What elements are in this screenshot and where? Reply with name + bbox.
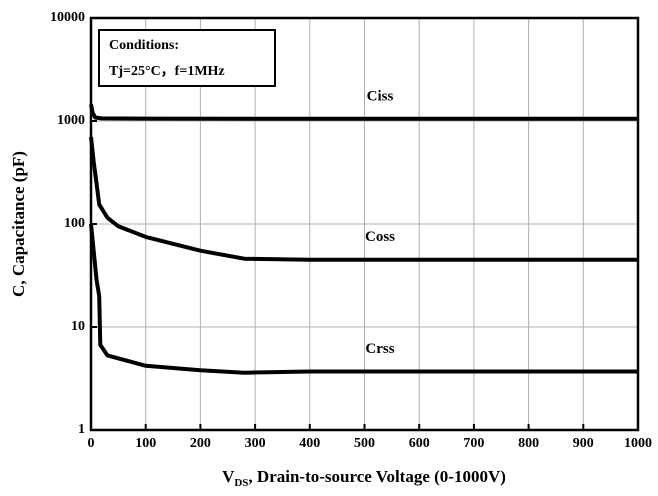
y-tick-label: 1000 — [57, 113, 85, 128]
x-tick-label: 1000 — [624, 436, 652, 451]
x-tick-label: 600 — [409, 436, 430, 451]
x-tick-label: 100 — [135, 436, 156, 451]
x-tick-label: 0 — [88, 436, 95, 451]
annotation: Tj=25°C，f=1MHz — [109, 64, 225, 79]
x-axis-label-sub: DS — [234, 477, 248, 489]
series-label: Ciss — [367, 88, 394, 104]
y-tick-label: 1 — [78, 422, 85, 437]
line — [89, 223, 638, 375]
x-tick-label: 200 — [190, 436, 211, 451]
series-label: Crss — [365, 341, 394, 357]
y-axis-label: C, Capacitance (pF) — [9, 151, 28, 297]
x-tick-label: 800 — [518, 436, 539, 451]
x-tick-label: 500 — [354, 436, 375, 451]
plot-frame — [89, 16, 640, 432]
y-tick-label: 100 — [64, 216, 85, 231]
x-axis-label-part: V — [222, 467, 235, 486]
annotation: Conditions: — [109, 38, 179, 53]
x-tick-label: 700 — [463, 436, 484, 451]
x-tick-label: 300 — [245, 436, 266, 451]
x-axis-label: VDS, Drain-to-source Voltage (0-1000V) — [222, 467, 506, 489]
x-tick-label: 900 — [573, 436, 594, 451]
y-tick-label: 10000 — [50, 10, 85, 25]
series-label: Coss — [365, 229, 395, 245]
x-tick-label: 400 — [299, 436, 320, 451]
line — [89, 136, 638, 262]
x-axis-label-part: , Drain-to-source Voltage (0-1000V) — [248, 467, 505, 486]
line — [89, 104, 638, 121]
annotation-box — [98, 29, 276, 87]
y-tick-label: 10 — [71, 319, 85, 334]
